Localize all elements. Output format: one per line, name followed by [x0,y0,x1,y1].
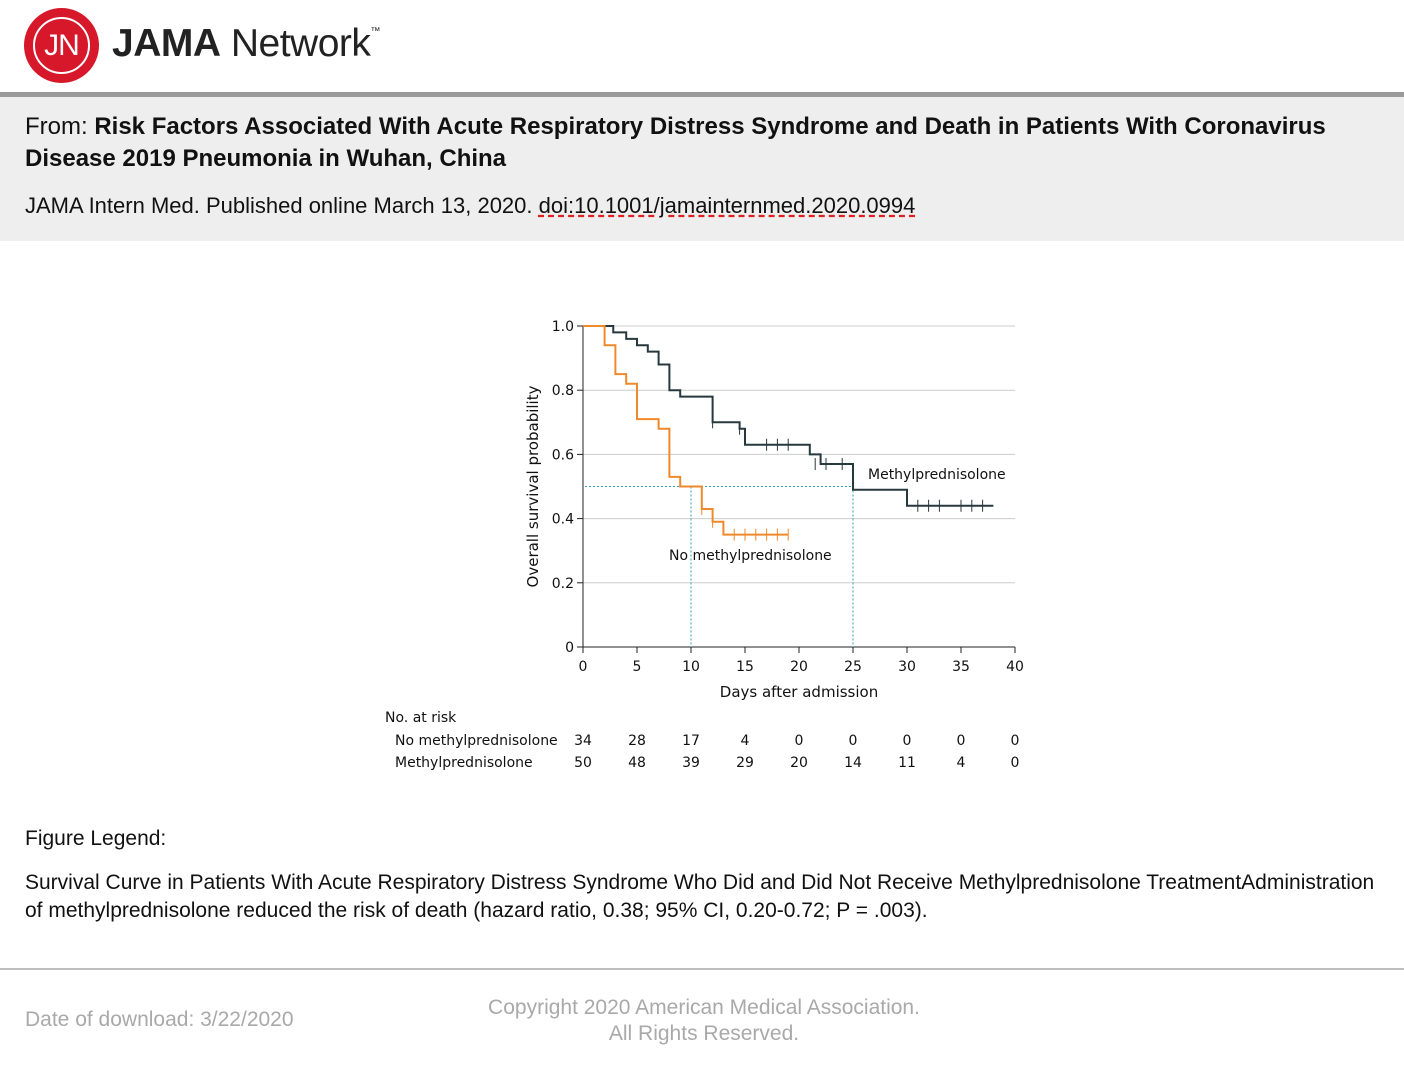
series-label: No methylprednisolone [669,548,832,564]
risk-value: 14 [844,755,862,771]
risk-value: 0 [1011,733,1020,749]
doi-link[interactable]: doi:10.1001/jamainternmed.2020.0994 [538,193,916,218]
y-tick-label: 0 [565,640,574,656]
figure-legend-text: Survival Curve in Patients With Acute Re… [25,871,1375,922]
y-tick-label: 0.6 [552,447,574,463]
jama-logo-icon[interactable]: JN [24,8,99,83]
risk-value: 0 [903,733,912,749]
x-tick-label: 30 [898,659,916,675]
risk-value: 0 [849,733,858,749]
x-tick-label: 15 [736,659,754,675]
from-prefix: From: [25,113,95,140]
risk-row-label: No methylprednisolone [395,733,558,749]
brand-rest: Network [220,22,371,65]
series-label: Methylprednisolone [868,467,1006,483]
risk-value: 17 [682,733,700,749]
risk-row-label: Methylprednisolone [395,755,533,771]
x-tick-label: 20 [790,659,808,675]
x-tick-label: 5 [633,659,642,675]
header-divider [0,92,1404,97]
article-source: From: Risk Factors Associated With Acute… [25,111,1365,175]
article-citation: JAMA Intern Med. Published online March … [25,192,915,220]
x-tick-label: 40 [1006,659,1024,675]
risk-value: 4 [741,733,750,749]
risk-value: 0 [957,733,966,749]
x-tick-label: 10 [682,659,700,675]
risk-value: 34 [574,733,592,749]
risk-value: 11 [898,755,916,771]
risk-value: 4 [957,755,966,771]
article-title: Risk Factors Associated With Acute Respi… [25,113,1326,172]
y-tick-label: 0.8 [552,383,574,399]
risk-value: 29 [736,755,754,771]
brand-name[interactable]: JAMA Network™ [112,22,380,66]
y-tick-label: 0.4 [552,512,574,528]
article-info: From: Risk Factors Associated With Acute… [0,97,1404,241]
risk-value: 20 [790,755,808,771]
risk-value: 0 [1011,755,1020,771]
risk-value: 39 [682,755,700,771]
x-tick-label: 25 [844,659,862,675]
copyright-line-1: Copyright 2020 American Medical Associat… [488,996,920,1019]
figure-legend-heading: Figure Legend: [25,827,167,850]
risk-value: 28 [628,733,646,749]
risk-value: 0 [795,733,804,749]
download-date: Date of download: 3/22/2020 [25,1008,294,1031]
x-axis-label: Days after admission [720,683,878,701]
site-header: JN JAMA Network™ [0,0,1404,92]
footer-divider [0,968,1404,970]
citation-text: JAMA Intern Med. Published online March … [25,193,539,218]
y-tick-label: 0.2 [552,576,574,592]
y-tick-label: 1.0 [552,319,574,335]
copyright-line-2: All Rights Reserved. [608,1022,800,1045]
survival-curve [583,325,789,536]
y-axis-label: Overall survival probability [524,385,542,587]
risk-value: 50 [574,755,592,771]
trademark: ™ [370,26,380,37]
copyright: Copyright 2020 American Medical Associat… [404,995,1004,1047]
risk-table-title: No. at risk [385,710,457,726]
x-tick-label: 35 [952,659,970,675]
x-tick-label: 0 [579,659,588,675]
brand-bold: JAMA [112,22,221,65]
risk-value: 48 [628,755,646,771]
